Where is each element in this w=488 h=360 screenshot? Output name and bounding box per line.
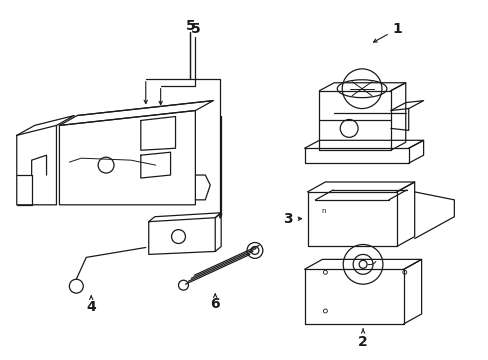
- Text: n: n: [321, 208, 325, 214]
- Text: 2: 2: [358, 335, 367, 349]
- Text: 1: 1: [391, 22, 401, 36]
- Text: 5: 5: [185, 19, 195, 33]
- Text: 5: 5: [190, 22, 200, 36]
- Text: 4: 4: [86, 300, 96, 314]
- Text: 3: 3: [282, 212, 292, 226]
- Text: 6: 6: [210, 297, 220, 311]
